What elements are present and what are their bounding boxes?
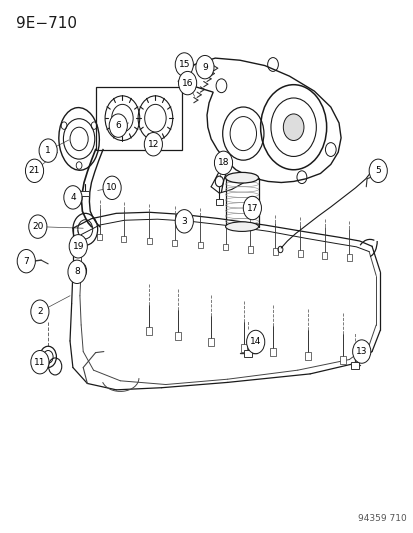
Circle shape — [69, 235, 87, 258]
Bar — [339, 356, 345, 364]
Circle shape — [243, 196, 261, 220]
Text: 14: 14 — [249, 337, 261, 346]
Bar — [146, 238, 151, 244]
Circle shape — [246, 330, 264, 354]
Circle shape — [28, 215, 47, 238]
Text: 12: 12 — [147, 140, 159, 149]
Text: 8: 8 — [74, 268, 80, 276]
Text: 15: 15 — [178, 60, 190, 69]
Bar — [80, 191, 89, 196]
Bar — [223, 244, 228, 251]
Bar — [23, 257, 32, 264]
Bar — [216, 199, 222, 205]
Text: 94359 710: 94359 710 — [358, 514, 406, 523]
Bar — [269, 348, 275, 356]
Text: 19: 19 — [72, 242, 84, 251]
Circle shape — [68, 260, 86, 284]
Circle shape — [17, 249, 35, 273]
Bar — [244, 351, 252, 357]
Text: 9E−710: 9E−710 — [17, 15, 77, 30]
Text: 7: 7 — [24, 257, 29, 265]
Text: 9: 9 — [202, 63, 207, 71]
Text: 5: 5 — [375, 166, 380, 175]
Circle shape — [109, 114, 127, 138]
Text: 6: 6 — [115, 121, 121, 130]
Circle shape — [282, 114, 303, 141]
Bar — [95, 87, 182, 150]
Circle shape — [25, 159, 43, 182]
Ellipse shape — [225, 172, 258, 183]
Bar — [146, 327, 152, 335]
Text: 10: 10 — [106, 183, 118, 192]
Text: 1: 1 — [45, 146, 51, 155]
Bar — [97, 233, 102, 240]
Circle shape — [178, 71, 196, 95]
Circle shape — [144, 133, 162, 156]
Circle shape — [31, 300, 49, 324]
Text: 13: 13 — [355, 347, 367, 356]
Bar — [272, 248, 277, 255]
Bar — [75, 241, 81, 246]
Bar — [181, 79, 187, 82]
Bar — [204, 66, 210, 70]
Circle shape — [31, 351, 49, 374]
Text: 17: 17 — [246, 204, 258, 213]
Bar — [304, 352, 310, 360]
Bar — [247, 246, 252, 253]
Circle shape — [64, 185, 82, 209]
Bar — [121, 236, 126, 242]
Text: 18: 18 — [217, 158, 229, 167]
Bar — [175, 332, 180, 340]
Circle shape — [175, 209, 193, 233]
Text: 21: 21 — [29, 166, 40, 175]
Circle shape — [175, 53, 193, 76]
Text: 11: 11 — [34, 358, 45, 367]
Circle shape — [352, 340, 370, 364]
Ellipse shape — [180, 64, 188, 70]
Text: 4: 4 — [70, 193, 76, 202]
Circle shape — [368, 159, 387, 182]
Bar — [321, 252, 326, 259]
Circle shape — [195, 55, 214, 79]
Bar — [208, 338, 214, 346]
Text: 16: 16 — [181, 78, 193, 87]
Bar — [204, 71, 209, 74]
Text: 3: 3 — [181, 217, 187, 226]
Bar — [297, 251, 302, 257]
Bar — [172, 240, 177, 246]
Bar — [350, 362, 358, 368]
Bar — [197, 242, 202, 248]
Circle shape — [103, 176, 121, 199]
Bar — [346, 254, 351, 261]
Bar — [241, 344, 247, 352]
Ellipse shape — [225, 222, 258, 231]
Circle shape — [214, 151, 232, 174]
Circle shape — [39, 139, 57, 163]
Text: 2: 2 — [37, 307, 43, 316]
Text: 20: 20 — [32, 222, 43, 231]
